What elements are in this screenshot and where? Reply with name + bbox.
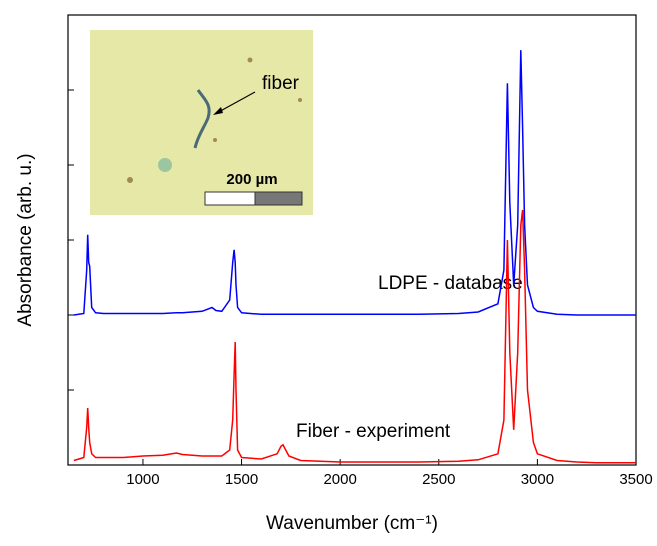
annotation: LDPE - database [378, 273, 523, 294]
inset-label: fiber [262, 73, 300, 94]
spectrum-line [73, 50, 636, 316]
scale-bar [254, 191, 303, 206]
x-tick-label: 1500 [225, 471, 258, 488]
x-tick-label: 3500 [619, 471, 652, 488]
x-axis-label: Wavenumber (cm⁻¹) [266, 513, 438, 534]
arrow-head [213, 107, 223, 115]
x-tick-label: 1000 [126, 471, 159, 488]
x-tick-label: 2000 [323, 471, 356, 488]
x-tick-label: 2500 [422, 471, 455, 488]
speck [158, 158, 172, 172]
speck [298, 98, 302, 102]
inset: fiber 200 µm [90, 30, 313, 215]
fiber [193, 89, 211, 149]
inset-image [90, 30, 313, 215]
speck [127, 177, 133, 183]
speck [213, 138, 217, 142]
x-tick-label: 3000 [521, 471, 554, 488]
speck [247, 57, 253, 63]
annotation: Fiber - experiment [296, 421, 451, 442]
scale-label: 200 µm [226, 171, 277, 188]
scale-bar [204, 191, 256, 206]
spectrum-line [73, 209, 636, 464]
y-axis-label: Absorbance (arb. u.) [15, 153, 36, 326]
